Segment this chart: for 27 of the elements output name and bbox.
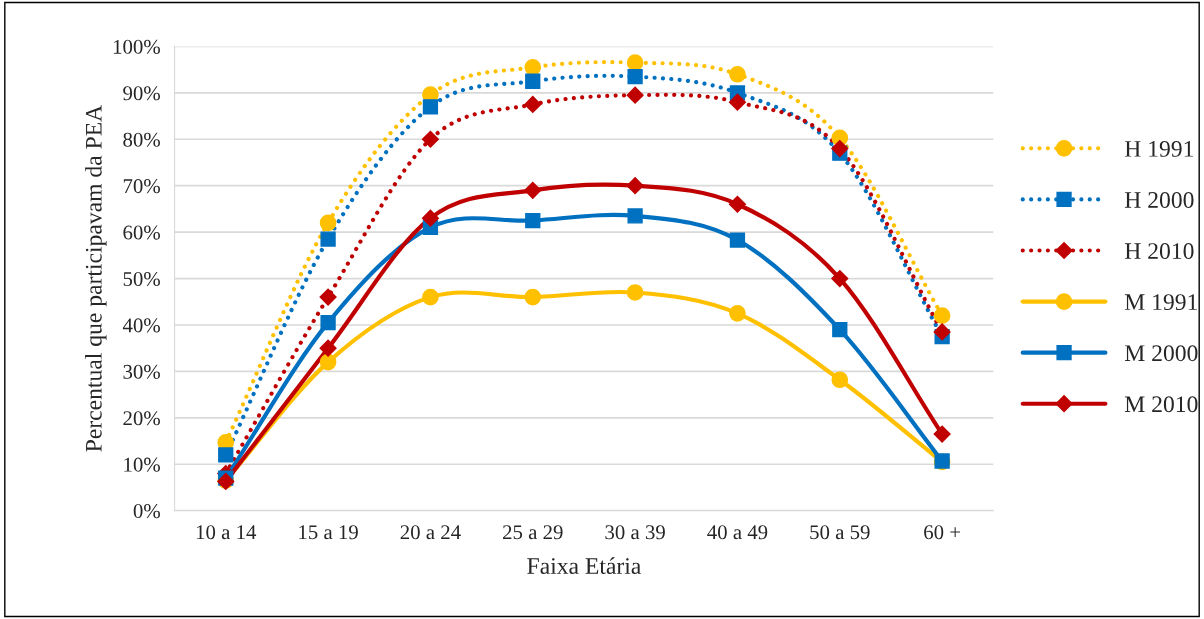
x-tick-label: 60 +	[924, 525, 961, 540]
y-tick-label: 30%	[123, 364, 160, 379]
y-tick-label: 70%	[123, 179, 160, 194]
legend-label: M 1991	[1124, 294, 1197, 311]
y-tick-label: 100%	[113, 39, 160, 54]
x-tick-label: 40 a 49	[707, 525, 768, 540]
x-tick-label: 50 a 59	[810, 525, 870, 540]
y-tick-label: 50%	[123, 271, 160, 287]
y-tick-label: 40%	[122, 318, 160, 333]
x-tick-label: 15 a 19	[299, 525, 358, 540]
x-tick-label: 30 a 39	[605, 525, 665, 540]
legend-label: M 2000	[1124, 345, 1198, 362]
y-tick-label: 80%	[123, 132, 160, 147]
x-tick-label: 20 a 24	[400, 525, 461, 540]
x-tick-label: 10 a 14	[196, 525, 257, 540]
y-axis-title: Percentual que participavam da PEA	[85, 104, 107, 452]
y-tick-label: 60%	[123, 225, 160, 240]
y-tick-label: 90%	[123, 86, 160, 101]
legend-label: H 1991	[1124, 140, 1194, 157]
y-tick-label: 0%	[133, 504, 160, 519]
y-tick-label: 10%	[124, 457, 160, 472]
legend-label: H 2010	[1124, 243, 1194, 259]
x-axis-title: Faixa Etária	[527, 557, 641, 574]
y-tick-label: 20%	[123, 411, 160, 426]
x-tick-label: 25 a 29	[503, 525, 563, 540]
legend-label: M 2010	[1124, 396, 1198, 413]
legend-label: H 2000	[1124, 191, 1194, 208]
